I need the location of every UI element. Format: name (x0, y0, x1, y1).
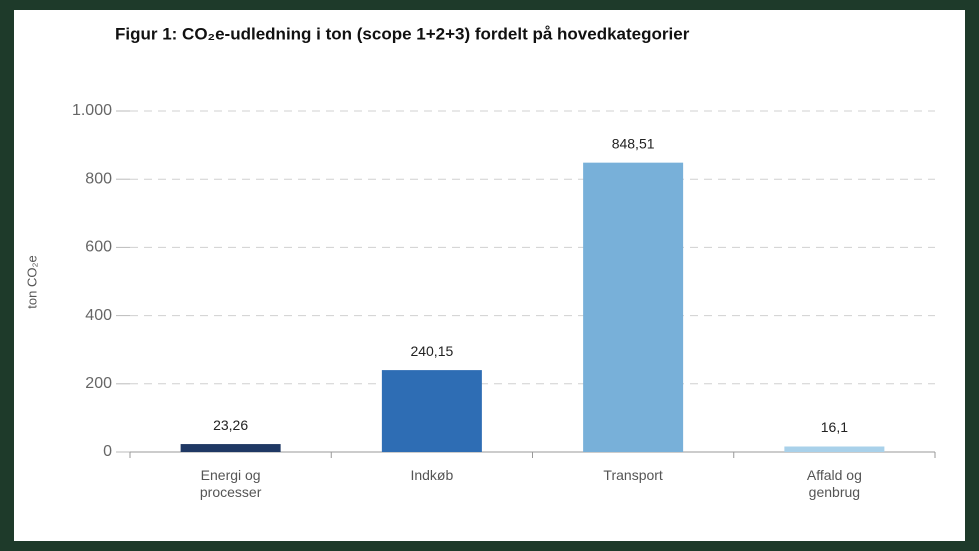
x-tick-label: Energi og processer (199, 467, 262, 500)
y-tick-label: 600 (85, 239, 112, 256)
y-tick-label: 800 (85, 170, 112, 187)
bar (583, 162, 684, 453)
data-label: 23,26 (213, 417, 248, 433)
data-label: 240,15 (410, 343, 453, 359)
x-tick-label: Indkøb (410, 467, 454, 483)
y-tick-label: 400 (85, 307, 112, 324)
y-axis-label: ton CO₂e (24, 255, 39, 308)
bar (381, 370, 482, 452)
x-tick-label: Transport (603, 467, 663, 483)
x-tick-label: Affald og genbrug (806, 467, 862, 500)
y-tick-label: 1.000 (72, 102, 112, 119)
data-label: 848,51 (612, 135, 655, 151)
bar (784, 446, 885, 452)
bar (180, 444, 281, 452)
y-tick-label: 200 (85, 375, 112, 392)
y-tick-label: 0 (103, 443, 112, 460)
chart-title: Figur 1: CO₂e-udledning i ton (scope 1+2… (115, 24, 690, 43)
data-label: 16,1 (821, 419, 848, 435)
